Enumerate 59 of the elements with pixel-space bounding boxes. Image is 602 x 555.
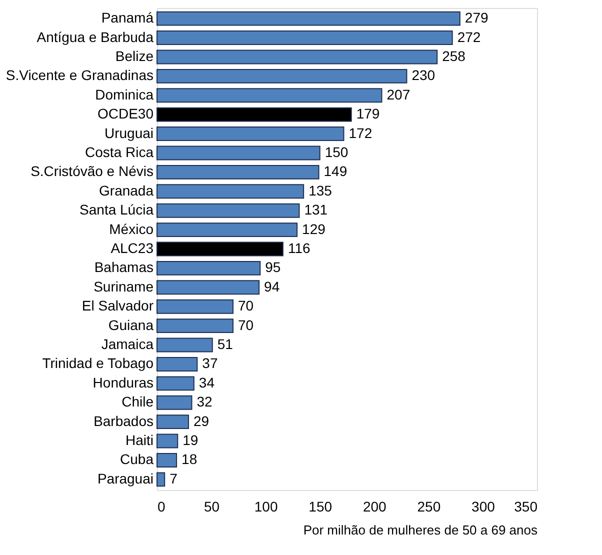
y-tick-label: Panamá xyxy=(101,10,154,26)
y-tick-label: Santa Lúcia xyxy=(80,202,154,218)
x-axis-title: Por milhão de mulheres de 50 a 69 anos xyxy=(303,522,538,538)
data-label: 135 xyxy=(308,182,332,198)
y-tick-label: Paraguai xyxy=(97,470,154,486)
data-label: 116 xyxy=(288,240,310,256)
x-tick-label: 250 xyxy=(417,498,441,514)
data-label: 95 xyxy=(265,259,281,276)
data-label: 230 xyxy=(412,67,436,84)
y-tick-label: S.Vicente e Granadinas xyxy=(6,67,154,84)
data-label: 179 xyxy=(356,106,380,122)
data-label: 207 xyxy=(386,86,410,102)
data-label: 70 xyxy=(238,316,254,333)
y-tick-label: Chile xyxy=(122,394,154,410)
data-label: 131 xyxy=(304,202,328,218)
y-tick-label: Uruguai xyxy=(104,124,154,141)
y-tick-label: Haiti xyxy=(125,432,154,448)
data-label: 37 xyxy=(202,355,218,372)
y-tick-label: Suriname xyxy=(94,278,154,294)
y-tick-label: Trinidad e Tobago xyxy=(42,355,154,372)
y-tick-label: OCDE30 xyxy=(97,106,154,122)
data-label: 51 xyxy=(217,336,234,352)
y-tick-label: Bahamas xyxy=(94,259,154,276)
x-tick-label: 0 xyxy=(158,498,166,514)
data-label: 94 xyxy=(264,278,280,294)
x-tick-label: 200 xyxy=(362,498,387,514)
data-label: 29 xyxy=(193,412,210,429)
data-label: 150 xyxy=(324,144,348,160)
data-label: 70 xyxy=(238,298,254,314)
data-label: 7 xyxy=(170,470,178,486)
y-tick-label: Cuba xyxy=(120,451,154,468)
y-tick-label: Barbados xyxy=(94,412,154,429)
x-tick-label: 300 xyxy=(472,498,496,514)
data-label: 279 xyxy=(464,10,488,26)
y-tick-label: Jamaica xyxy=(101,336,154,352)
y-tick-label: Antígua e Barbuda xyxy=(36,28,154,45)
data-label: 258 xyxy=(442,48,466,64)
data-label: 129 xyxy=(302,220,326,237)
x-tick-label: 150 xyxy=(308,498,332,514)
data-label: 172 xyxy=(348,124,372,141)
y-tick-label: S.Cristóvão e Névis xyxy=(30,163,154,180)
y-tick-label: México xyxy=(109,220,154,237)
y-tick-label: Belize xyxy=(115,48,154,64)
data-label: 34 xyxy=(198,374,215,390)
y-tick-label: Dominica xyxy=(95,86,154,102)
x-tick-label: 100 xyxy=(254,498,278,514)
x-tick-label: 350 xyxy=(514,498,538,514)
x-tick-label: 50 xyxy=(204,498,220,514)
y-tick-label: Costa Rica xyxy=(85,144,154,160)
data-label: 149 xyxy=(324,163,348,180)
y-tick-label: Granada xyxy=(99,182,154,198)
y-tick-label: ALC23 xyxy=(110,240,154,256)
data-label: 272 xyxy=(457,28,481,45)
data-label: 18 xyxy=(182,451,198,468)
data-label: 32 xyxy=(196,394,213,410)
y-tick-label: El Salvador xyxy=(82,298,154,314)
y-tick-label: Guiana xyxy=(108,316,154,333)
data-label: 19 xyxy=(182,432,198,448)
y-tick-label: Honduras xyxy=(92,374,154,390)
